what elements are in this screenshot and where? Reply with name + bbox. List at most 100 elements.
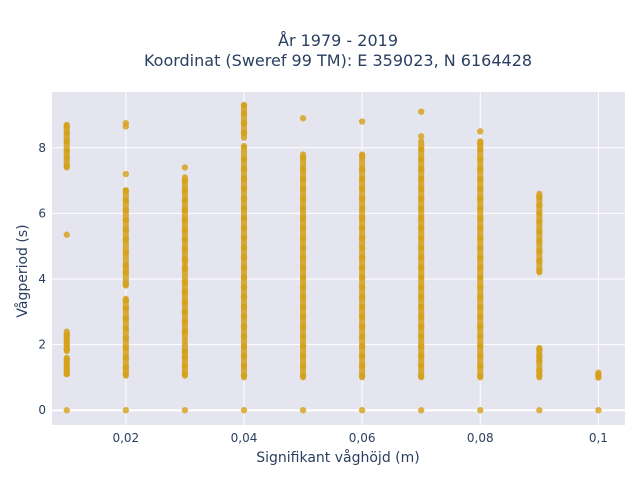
data-point xyxy=(181,246,189,253)
data-point xyxy=(358,303,366,311)
data-point xyxy=(240,352,248,360)
data-point xyxy=(299,224,307,232)
data-point xyxy=(418,372,425,379)
chart-title: År 1979 - 2019 xyxy=(278,31,398,50)
data-point xyxy=(477,303,484,311)
data-points xyxy=(63,101,602,414)
data-point xyxy=(240,362,248,370)
data-point xyxy=(63,356,70,363)
data-point xyxy=(240,175,248,183)
data-point xyxy=(358,407,366,414)
data-point xyxy=(358,244,366,252)
data-point xyxy=(358,224,366,232)
data-point xyxy=(63,361,70,368)
data-point xyxy=(63,336,70,343)
data-point xyxy=(240,372,248,379)
data-point xyxy=(181,187,189,194)
data-point xyxy=(63,366,70,373)
data-point xyxy=(299,234,307,242)
data-point xyxy=(299,205,307,212)
data-point xyxy=(358,293,366,301)
data-point xyxy=(181,206,189,214)
data-point xyxy=(63,129,70,137)
data-point xyxy=(240,407,248,414)
data-point xyxy=(477,195,484,202)
data-point xyxy=(122,206,130,214)
data-point xyxy=(418,175,425,183)
data-point xyxy=(240,313,248,320)
data-point xyxy=(240,119,248,127)
y-axis-label: Vågperiod (s) xyxy=(14,224,31,317)
data-point xyxy=(358,118,366,125)
data-point xyxy=(477,284,484,291)
data-point xyxy=(595,407,602,414)
point-band xyxy=(240,144,247,381)
data-point xyxy=(418,362,425,370)
data-point xyxy=(181,370,189,378)
data-point xyxy=(122,344,130,352)
data-point xyxy=(418,407,425,414)
data-point xyxy=(240,264,248,271)
y-tick-label: 2 xyxy=(38,338,46,352)
data-point xyxy=(122,249,130,256)
data-point xyxy=(181,236,189,243)
data-point xyxy=(63,147,70,155)
data-point xyxy=(181,354,189,361)
data-point xyxy=(181,164,189,171)
data-point xyxy=(299,175,307,183)
data-point xyxy=(536,372,543,379)
x-tick-label: 0,06 xyxy=(349,431,376,445)
data-point xyxy=(299,362,307,370)
data-point xyxy=(240,254,248,261)
data-point xyxy=(477,234,484,242)
data-point xyxy=(477,224,484,232)
data-point xyxy=(477,146,484,153)
data-point xyxy=(358,313,366,320)
data-point xyxy=(418,352,425,360)
data-point xyxy=(122,170,130,178)
x-tick-label: 0,08 xyxy=(467,431,494,445)
data-point xyxy=(240,185,248,192)
data-point xyxy=(418,205,425,212)
data-point xyxy=(536,228,543,235)
data-point xyxy=(63,407,70,414)
data-point xyxy=(418,146,425,153)
data-point xyxy=(358,352,366,360)
data-point xyxy=(299,323,307,330)
data-point xyxy=(299,195,307,202)
data-point xyxy=(418,303,425,311)
data-point xyxy=(358,205,366,212)
data-point xyxy=(536,193,543,201)
data-point xyxy=(418,133,425,140)
data-point xyxy=(240,129,248,137)
data-point xyxy=(299,313,307,320)
data-point xyxy=(358,362,366,370)
data-point xyxy=(418,215,425,222)
data-point xyxy=(536,257,543,265)
data-point xyxy=(477,362,484,370)
x-tick-label: 0,1 xyxy=(589,431,608,445)
data-point xyxy=(122,269,130,276)
data-point xyxy=(181,298,189,306)
data-point xyxy=(240,244,248,252)
data-point xyxy=(536,352,543,360)
data-point xyxy=(418,165,425,173)
data-point xyxy=(181,407,189,414)
data-point xyxy=(477,156,484,163)
data-point xyxy=(358,215,366,222)
data-point xyxy=(299,274,307,281)
data-point xyxy=(299,372,307,379)
data-point xyxy=(477,254,484,261)
data-point xyxy=(63,162,70,170)
data-point xyxy=(240,274,248,281)
data-point xyxy=(299,264,307,271)
data-point xyxy=(536,210,543,217)
data-point xyxy=(181,328,189,335)
data-point xyxy=(63,154,70,161)
data-point xyxy=(181,216,189,224)
data-point xyxy=(181,256,189,263)
data-point xyxy=(122,370,130,378)
x-axis-label: Signifikant våghöjd (m) xyxy=(256,449,419,466)
data-point xyxy=(122,325,130,332)
data-point xyxy=(299,115,307,122)
